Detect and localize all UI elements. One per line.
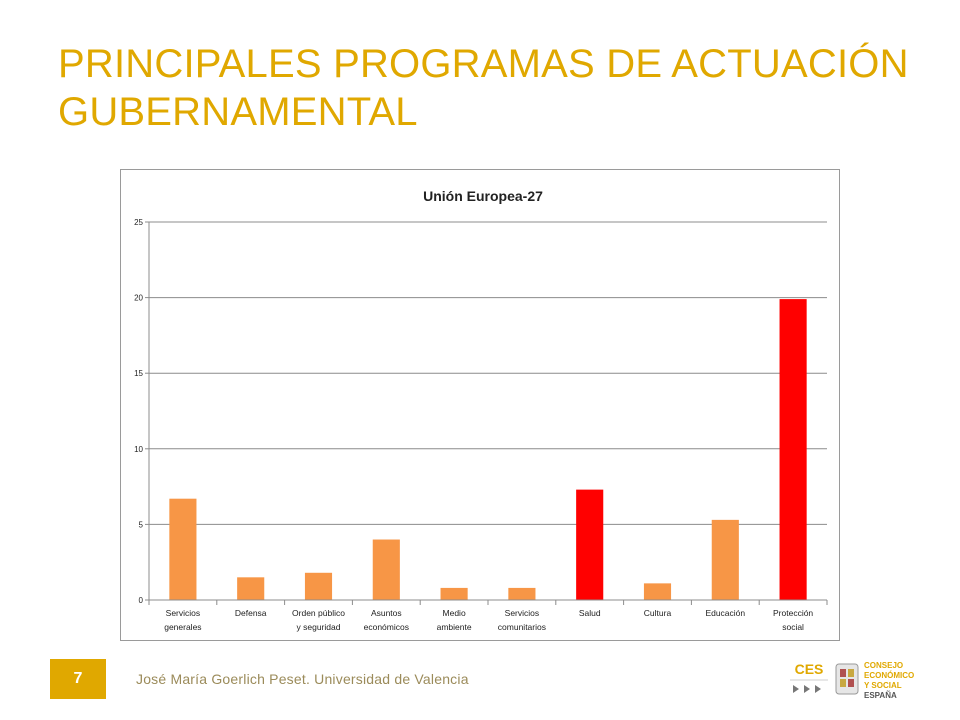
- y-tick-label: 15: [134, 369, 143, 378]
- spanish-coat-of-arms-icon: [835, 663, 859, 695]
- bar: [779, 299, 807, 600]
- bar: [508, 587, 536, 600]
- y-tick-label: 20: [134, 294, 143, 303]
- y-tick-label: 25: [134, 218, 143, 227]
- ces-logo-arrow-icon: [804, 685, 810, 693]
- x-tick-label: Orden público: [292, 608, 345, 618]
- ces-logo-line-1: CONSEJO: [864, 661, 903, 670]
- bar: [169, 498, 197, 600]
- ces-logo-arrow-icon: [793, 685, 799, 693]
- y-tick-label: 10: [134, 445, 143, 454]
- slide-title: PRINCIPALES PROGRAMAS DE ACTUACIÓN GUBER…: [58, 40, 918, 136]
- bar-chart: Unión Europea-27 0 5 10 15 20 25 Servicios gene…: [134, 188, 828, 632]
- ces-logo: CES CONSEJO ECONÓMICO Y SOCIAL ESPAÑA: [787, 658, 914, 702]
- x-tick-label: económicos: [364, 622, 409, 632]
- chart-title: Unión Europea-27: [423, 188, 543, 204]
- ces-logo-acronym: CES: [795, 661, 824, 677]
- x-tick-label: Cultura: [644, 608, 672, 618]
- bar: [576, 489, 604, 600]
- bar: [440, 587, 468, 600]
- chart-labels: 0 5 10 15 20 25 Servicios generales Defensa Orden…: [134, 218, 813, 632]
- bar: [237, 577, 265, 600]
- page-number-badge: 7: [50, 659, 106, 699]
- y-tick-label: 5: [139, 520, 144, 529]
- x-tick-label: Asuntos: [371, 608, 402, 618]
- x-tick-label: Servicios: [505, 608, 539, 618]
- bar: [643, 583, 672, 600]
- footer-author: José María Goerlich Peset. Universidad d…: [136, 671, 469, 687]
- x-tick-label: social: [782, 622, 804, 632]
- x-tick-label: Salud: [579, 608, 601, 618]
- bar: [372, 539, 400, 600]
- chart-bars: [169, 299, 807, 600]
- bar: [711, 519, 739, 600]
- slide-title-line-2: GUBERNAMENTAL: [58, 90, 418, 134]
- x-tick-label: ambiente: [437, 622, 472, 632]
- x-tick-label: Servicios: [166, 608, 200, 618]
- x-tick-label: generales: [164, 622, 201, 632]
- bar: [304, 572, 333, 600]
- x-tick-label: comunitarios: [498, 622, 546, 632]
- chart-axes: [145, 221, 828, 605]
- x-tick-label: Educación: [705, 608, 745, 618]
- ces-logo-line-4: ESPAÑA: [864, 691, 897, 700]
- x-tick-label: Defensa: [235, 608, 267, 618]
- ces-logo-line-2: ECONÓMICO: [864, 671, 914, 680]
- chart-frame: Unión Europea-27 0 5 10 15 20 25 Servicios gene…: [120, 169, 840, 641]
- x-tick-label: y seguridad: [297, 622, 341, 632]
- page-number: 7: [73, 670, 83, 687]
- ces-logo-arrow-icon: [815, 685, 821, 693]
- slide-title-line-1: PRINCIPALES PROGRAMAS DE ACTUACIÓN: [58, 42, 909, 86]
- y-tick-label: 0: [139, 596, 144, 605]
- x-tick-label: Medio: [443, 608, 466, 618]
- ces-logo-line-3: Y SOCIAL: [864, 681, 902, 690]
- x-tick-label: Protección: [773, 608, 813, 618]
